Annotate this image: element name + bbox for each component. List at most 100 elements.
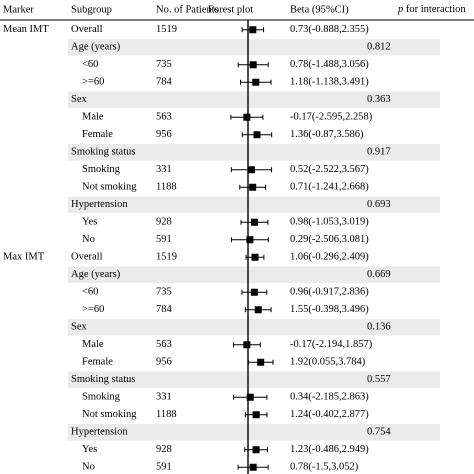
subgroup-label: <60: [82, 287, 98, 298]
beta-ci-value: 1.18(-1.138,3.491): [290, 77, 369, 88]
subgroup-label: Female: [82, 129, 113, 140]
beta-ci-value: -0.17(-2.194,1.857): [290, 339, 373, 350]
beta-ci-value: 1.36(-0.87,3.586): [290, 129, 364, 140]
beta-ci-value: 0.34(-2.185,2.863): [290, 392, 369, 403]
subgroup-header-label: Hypertension: [71, 199, 128, 210]
patients-count: 735: [156, 59, 172, 70]
point-estimate: [254, 306, 262, 314]
point-estimate: [246, 393, 254, 401]
subgroup-label: >=60: [82, 77, 104, 88]
p-interaction-value: 0.557: [367, 374, 391, 385]
column-header-p-interaction: p for interaction: [397, 4, 466, 15]
subgroup-header-shade: [68, 266, 440, 283]
beta-ci-value: 1.24(-0.402,2.877): [290, 409, 369, 420]
point-estimate: [243, 113, 251, 121]
beta-ci-value: 1.55(-0.398,3.496): [290, 304, 369, 315]
patients-count: 591: [156, 234, 172, 245]
point-estimate: [252, 411, 260, 419]
patients-count: 784: [156, 77, 173, 88]
patients-count: 1519: [156, 252, 177, 263]
patients-count: 735: [156, 287, 172, 298]
point-estimate: [251, 253, 259, 261]
point-estimate: [243, 341, 251, 349]
marker-label: Mean IMT: [3, 24, 49, 35]
point-estimate: [252, 446, 260, 454]
subgroup-header-shade: [68, 144, 440, 161]
subgroup-header-shade: [68, 39, 440, 56]
beta-ci-value: 1.92(0.055,3.784): [290, 357, 366, 368]
column-header-forest-plot: Forest plot: [208, 4, 253, 15]
point-estimate: [250, 218, 258, 226]
point-estimate: [253, 131, 261, 139]
subgroup-label: Female: [82, 357, 113, 368]
point-estimate: [247, 166, 255, 174]
subgroup-label: Not smoking: [82, 182, 137, 193]
beta-ci-value: 0.73(-0.888,2.355): [290, 24, 369, 35]
subgroup-label: Smoking: [82, 392, 121, 403]
beta-ci-value: 0.29(-2.506,3.081): [290, 234, 369, 245]
subgroup-header-shade: [68, 319, 440, 336]
subgroup-label: Male: [82, 339, 104, 350]
beta-ci-value: 0.78(-1.5,3.052): [290, 462, 359, 473]
beta-ci-value: 1.23(-0.486,2.949): [290, 444, 369, 455]
subgroup-header-label: Age (years): [71, 42, 121, 53]
subgroup-header-label: Hypertension: [71, 427, 128, 438]
patients-count: 928: [156, 444, 172, 455]
beta-ci-value: 0.71(-1.241,2.668): [290, 182, 369, 193]
subgroup-header-shade: [68, 91, 440, 108]
point-estimate: [246, 236, 254, 244]
p-interaction-value: 0.669: [367, 269, 391, 280]
point-estimate: [257, 358, 265, 366]
subgroup-label: Overall: [71, 24, 103, 35]
column-header-marker: Marker: [3, 4, 34, 15]
subgroup-label: Yes: [82, 217, 97, 228]
beta-ci-value: 0.78(-1.488,3.056): [290, 59, 369, 70]
patients-count: 928: [156, 217, 172, 228]
subgroup-header-label: Sex: [71, 322, 88, 333]
subgroup-header-label: Sex: [71, 94, 88, 105]
subgroup-header-label: Smoking status: [71, 147, 135, 158]
subgroup-header-shade: [68, 196, 440, 213]
point-estimate: [252, 78, 260, 86]
column-header-beta: Beta (95%CI): [290, 4, 349, 15]
point-estimate: [250, 288, 258, 296]
patients-count: 331: [156, 164, 172, 175]
beta-ci-value: 0.98(-1.053,3.019): [290, 217, 369, 228]
subgroup-label: <60: [82, 59, 98, 70]
subgroup-label: Overall: [71, 252, 103, 263]
subgroup-label: No: [82, 234, 95, 245]
subgroup-header-shade: [68, 424, 440, 441]
patients-count: 956: [156, 129, 172, 140]
beta-ci-value: 0.96(-0.917,2.836): [290, 287, 369, 298]
subgroup-label: Smoking: [82, 164, 121, 175]
patients-count: 784: [156, 304, 173, 315]
patients-count: 1188: [156, 182, 177, 193]
p-interaction-value: 0.754: [367, 427, 391, 438]
point-estimate: [249, 61, 257, 69]
subgroup-header-label: Age (years): [71, 269, 121, 280]
marker-label: Max IMT: [3, 252, 45, 263]
p-interaction-value: 0.917: [367, 147, 391, 158]
p-interaction-value: 0.363: [367, 94, 391, 105]
patients-count: 956: [156, 357, 172, 368]
subgroup-label: No: [82, 462, 95, 473]
patients-count: 563: [156, 339, 172, 350]
column-header-subgroup: Subgroup: [71, 4, 112, 15]
subgroup-label: >=60: [82, 304, 104, 315]
subgroup-header-shade: [68, 371, 440, 388]
patients-count: 331: [156, 392, 172, 403]
subgroup-label: Male: [82, 112, 104, 123]
patients-count: 1519: [156, 24, 177, 35]
subgroup-label: Yes: [82, 444, 97, 455]
patients-count: 1188: [156, 409, 177, 420]
column-header-patients: No. of Patients: [156, 4, 219, 15]
beta-ci-value: 0.52(-2.522,3.567): [290, 164, 369, 175]
beta-ci-value: 1.06(-0.296,2.409): [290, 252, 369, 263]
p-interaction-value: 0.136: [367, 322, 391, 333]
patients-count: 591: [156, 462, 172, 473]
subgroup-header-label: Smoking status: [71, 374, 135, 385]
point-estimate: [249, 463, 257, 471]
subgroup-label: Not smoking: [82, 409, 137, 420]
p-interaction-value: 0.693: [367, 199, 391, 210]
